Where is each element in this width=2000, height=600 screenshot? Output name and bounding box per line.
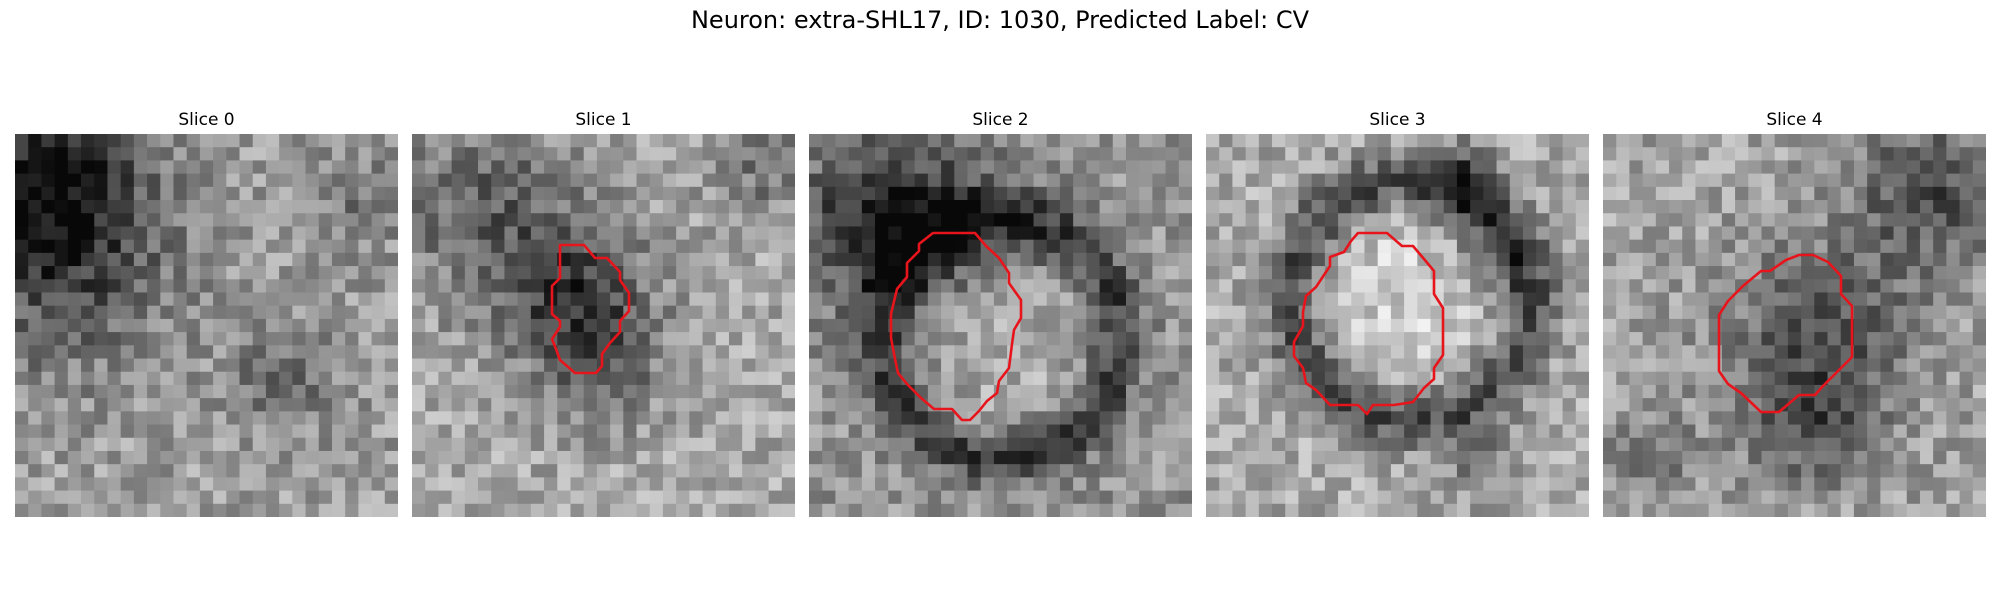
slice-image xyxy=(1603,134,1986,517)
slice-image xyxy=(809,134,1192,517)
segmentation-contour xyxy=(1292,231,1445,416)
slice-panel-4: Slice 4 xyxy=(1603,110,1986,517)
segmentation-contour xyxy=(550,243,631,375)
slice-title: Slice 4 xyxy=(1766,110,1823,130)
slice-image xyxy=(15,134,398,517)
slice-image xyxy=(1206,134,1589,517)
slice-title: Slice 3 xyxy=(1369,110,1426,130)
slice-panel-1: Slice 1 xyxy=(412,110,795,517)
slice-title: Slice 0 xyxy=(178,110,235,130)
slice-panel-0: Slice 0 xyxy=(15,110,398,517)
slice-title: Slice 1 xyxy=(575,110,632,130)
figure-title: Neuron: extra-SHL17, ID: 1030, Predicted… xyxy=(690,6,1310,34)
slice-panel-3: Slice 3 xyxy=(1206,110,1589,517)
slice-image xyxy=(412,134,795,517)
slice-panel-2: Slice 2 xyxy=(809,110,1192,517)
segmentation-contour xyxy=(889,231,1023,422)
slice-title: Slice 2 xyxy=(972,110,1029,130)
segmentation-contour xyxy=(1717,253,1854,414)
